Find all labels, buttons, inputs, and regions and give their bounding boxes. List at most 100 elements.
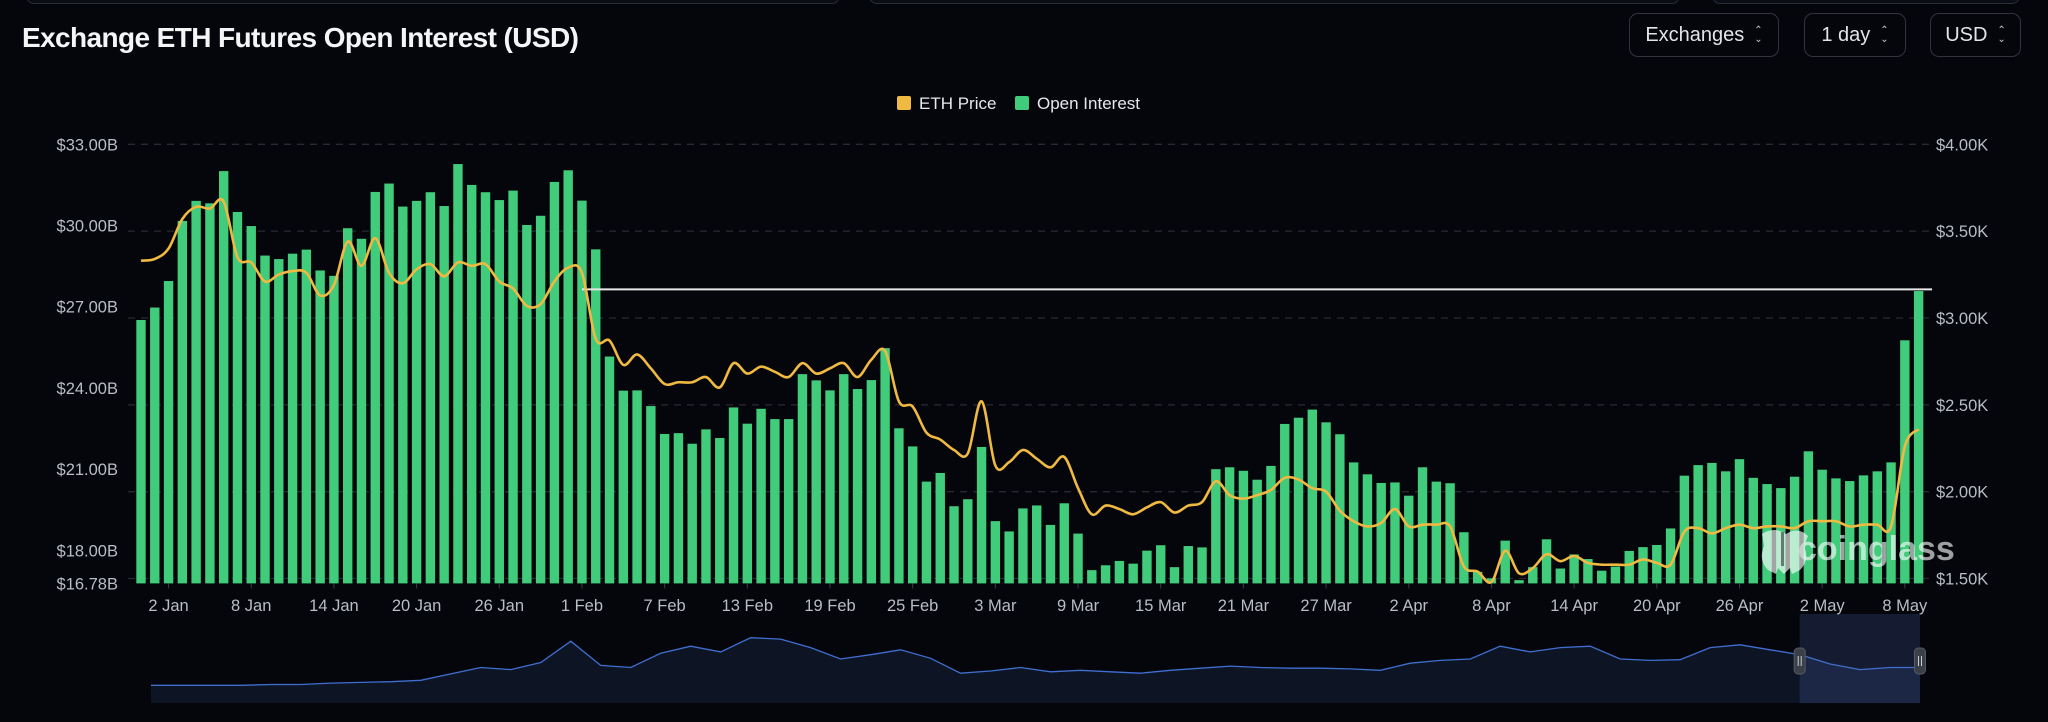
open-interest-bar [1693, 465, 1703, 584]
open-interest-bar [549, 181, 560, 584]
right-axis-tick-label: $3.00K [1936, 310, 1988, 328]
x-axis-tick-label: 9 Mar [1057, 597, 1100, 615]
left-axis-tick-label: $18.00B [57, 542, 118, 560]
navigator-right-handle[interactable] [1914, 647, 1926, 675]
open-interest-bar [425, 192, 436, 584]
x-axis-tick-label: 14 Apr [1550, 597, 1598, 615]
open-interest-bar [1528, 567, 1538, 584]
up-down-chevron-icon: ⌃ ⌄ [1754, 25, 1763, 45]
open-interest-bar [301, 249, 312, 584]
legend-item-open-interest[interactable]: Open Interest [1015, 94, 1140, 113]
x-axis-tick-label: 15 Mar [1135, 597, 1187, 615]
currency-select-label: USD [1945, 23, 1988, 46]
x-axis-tick-label: 13 Feb [722, 597, 773, 615]
open-interest-bar [1913, 291, 1924, 584]
currency-select[interactable]: USD ⌃ ⌄ [1930, 13, 2021, 57]
left-axis-tick-label: $24.00B [57, 380, 118, 398]
x-axis-tick-label: 20 Apr [1633, 597, 1681, 615]
open-interest-bar [1032, 505, 1042, 584]
open-interest-bar [687, 443, 697, 584]
open-interest-bar [329, 275, 339, 584]
open-interest-bar [825, 390, 835, 584]
open-interest-bar [274, 259, 284, 584]
open-interest-bar [591, 249, 601, 584]
right-axis-tick-label: $4.00K [1936, 136, 1988, 154]
open-interest-bar [1514, 580, 1524, 584]
open-interest-bar [1348, 462, 1359, 584]
x-axis-tick-label: 27 Mar [1300, 597, 1352, 615]
open-interest-bar [1169, 567, 1180, 584]
open-interest-bar [535, 215, 546, 584]
open-interest-bar [604, 356, 615, 584]
open-interest-bar [646, 406, 656, 584]
open-interest-bar [1734, 459, 1745, 584]
open-interest-bar [1114, 560, 1125, 584]
navigator[interactable] [151, 614, 1926, 703]
open-interest-bar [866, 380, 877, 584]
open-interest-bar [1624, 550, 1634, 584]
open-interest-bar [577, 200, 587, 584]
x-axis-tick-label: 21 Mar [1218, 597, 1270, 615]
open-interest-bar [1045, 524, 1056, 584]
navigator-line [151, 637, 1920, 686]
open-interest-bar [1004, 531, 1014, 584]
left-axis: $33.00B $30.00B $27.00B $24.00B $21.00B $18.0… [57, 136, 118, 593]
right-axis-tick-label: $1.50K [1936, 571, 1988, 589]
x-axis-tick-label: 2 Jan [148, 597, 188, 615]
open-interest-bar [921, 481, 932, 584]
open-interest-bar [1472, 571, 1483, 584]
left-axis-tick-label: $21.00B [57, 461, 118, 479]
open-interest-bar [990, 521, 1001, 584]
open-interest-bar [907, 446, 918, 584]
open-interest-bar [260, 255, 270, 584]
open-interest-bar [1197, 547, 1207, 584]
x-axis-tick-label: 2 May [1800, 597, 1846, 615]
eth-price-line-group [140, 197, 1920, 584]
navigator-selection[interactable] [1799, 614, 1920, 703]
open-interest-bar [1541, 539, 1552, 584]
open-interest-bar [797, 374, 808, 584]
open-interest-bar [1293, 417, 1304, 584]
open-interest-bar [356, 238, 367, 584]
open-interest-bar [1872, 471, 1882, 584]
eth-price-line [140, 197, 1920, 584]
x-axis-tick-label: 8 Apr [1472, 597, 1511, 615]
x-axis-tick-label: 26 Jan [475, 597, 525, 615]
open-interest-bar [935, 472, 945, 584]
open-interest-bar [880, 348, 890, 584]
watermark-text: coinglass [1798, 530, 1955, 568]
open-interest-bar [1252, 479, 1262, 584]
interval-select[interactable]: 1 day ⌃ ⌄ [1804, 13, 1906, 57]
open-interest-bar [177, 220, 188, 584]
open-interest-bar [728, 407, 739, 584]
legend[interactable]: ETH Price Open Interest [897, 94, 1140, 113]
navigator-left-handle[interactable] [1793, 647, 1806, 675]
open-interest-bar [839, 374, 849, 584]
open-interest-bar [1183, 546, 1193, 584]
open-interest-bar [1610, 566, 1621, 584]
open-interest-bar [659, 433, 670, 584]
open-interest-bar [1321, 422, 1331, 584]
open-interest-bar [1224, 467, 1235, 584]
open-interest-bar [1858, 475, 1869, 584]
open-interest-bar [467, 184, 477, 584]
open-interest-bar [1142, 550, 1152, 584]
coinglass-logo-icon [1761, 530, 1808, 574]
open-interest-bar [1307, 409, 1317, 584]
open-interest-bar [563, 170, 573, 584]
open-interest-bar [1638, 547, 1648, 584]
open-interest-bar [1404, 495, 1414, 584]
legend-item-eth-price[interactable]: ETH Price [897, 94, 996, 113]
exchanges-select[interactable]: Exchanges ⌃ ⌄ [1629, 13, 1779, 57]
open-interest-bar [1431, 481, 1442, 584]
legend-swatch-open-interest [1015, 96, 1029, 110]
open-interest-bar [232, 211, 243, 584]
open-interest-bar [1362, 474, 1373, 584]
open-interest-bar [770, 419, 780, 584]
up-down-chevron-icon: ⌃ ⌄ [1880, 25, 1889, 45]
open-interest-bar [976, 446, 987, 584]
open-interest-bar [218, 171, 229, 584]
open-interest-bar [508, 190, 518, 584]
open-interest-bar [1376, 482, 1386, 584]
